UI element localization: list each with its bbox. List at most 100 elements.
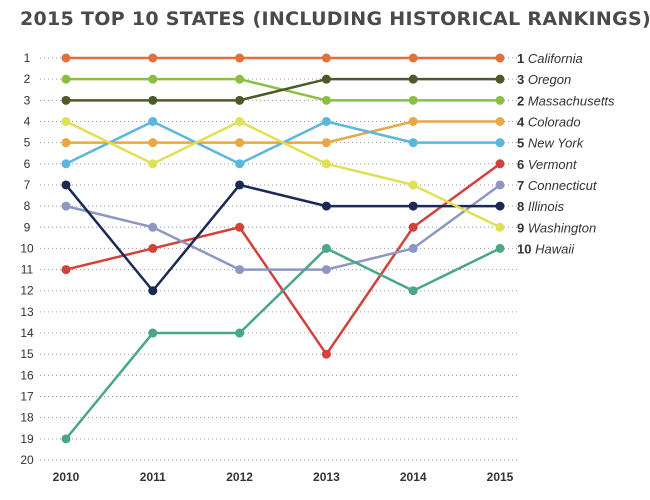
series-line: [65, 183, 500, 292]
data-point: [408, 243, 418, 253]
x-axis-ticks: 2010 2011 2012 2013 2014 2015: [53, 470, 514, 484]
legend-name: Hawaii: [535, 241, 575, 256]
legend-rank: 5: [517, 136, 528, 151]
series-illinois: [61, 180, 505, 296]
legend-entry: 4 Colorado: [517, 114, 581, 129]
legend-rank: 2: [517, 93, 528, 108]
data-point: [61, 116, 71, 126]
y-tick-label: 6: [24, 157, 31, 171]
data-point: [321, 74, 331, 84]
series-washington: [61, 116, 505, 232]
y-tick-label: 4: [24, 114, 31, 128]
legend-name: California: [528, 51, 583, 66]
data-point: [408, 95, 418, 105]
data-point: [148, 95, 158, 105]
y-tick-label: 5: [24, 136, 31, 150]
data-point: [321, 265, 331, 275]
data-point: [408, 222, 418, 232]
legend-name: New York: [528, 136, 585, 151]
data-point: [321, 138, 331, 148]
legend-name: Illinois: [528, 199, 565, 214]
legend-entry: 6 Vermont: [517, 157, 578, 172]
legend-rank: 1: [517, 51, 528, 66]
legend-entry: 10 Hawaii: [517, 241, 575, 256]
legend-name: Connecticut: [528, 178, 598, 193]
data-point: [61, 201, 71, 211]
data-point: [235, 138, 245, 148]
y-tick-label: 7: [24, 178, 31, 192]
data-point: [61, 180, 71, 190]
series-line: [65, 120, 501, 229]
series-line: [66, 77, 500, 102]
data-point: [235, 265, 245, 275]
data-point: [148, 328, 158, 338]
legend-rank: 6: [517, 157, 528, 172]
y-tick-label: 2: [24, 72, 31, 86]
legend-entry: 1 California: [517, 51, 583, 66]
data-point: [495, 138, 505, 148]
legend-entry: 9 Washington: [517, 220, 596, 235]
data-point: [61, 53, 71, 63]
series-connecticut: [61, 180, 505, 275]
legend-entry: 5 New York: [517, 136, 585, 151]
data-point: [235, 159, 245, 169]
legend-entry: 3 Oregon: [517, 72, 571, 87]
legend-rank: 8: [517, 199, 528, 214]
data-point: [148, 222, 158, 232]
x-tick-label: 2010: [53, 470, 80, 484]
y-tick-label: 15: [20, 347, 34, 361]
data-point: [321, 243, 331, 253]
y-tick-label: 18: [20, 411, 34, 425]
data-point: [408, 286, 418, 296]
data-point: [495, 53, 505, 63]
data-point: [495, 159, 505, 169]
data-point: [148, 138, 158, 148]
data-point: [321, 116, 331, 126]
y-tick-label: 13: [20, 305, 34, 319]
data-point: [61, 138, 71, 148]
y-tick-label: 14: [20, 326, 34, 340]
series-hawaii: [61, 243, 505, 444]
y-tick-label: 10: [20, 241, 34, 255]
data-point: [235, 53, 245, 63]
series-line: [65, 162, 501, 356]
x-tick-label: 2014: [400, 470, 427, 484]
data-point: [408, 180, 418, 190]
chart-title: 2015 TOP 10 STATES (INCLUDING HISTORICAL…: [20, 8, 650, 30]
data-point: [408, 116, 418, 126]
data-point: [61, 434, 71, 444]
data-point: [495, 116, 505, 126]
data-point: [495, 201, 505, 211]
y-tick-label: 12: [20, 284, 34, 298]
grid-lines: [40, 57, 520, 461]
legend-rank: 9: [517, 220, 528, 235]
legend-rank: 10: [517, 241, 535, 256]
y-tick-label: 9: [24, 220, 31, 234]
data-point: [148, 159, 158, 169]
legend-name: Oregon: [528, 72, 571, 87]
x-tick-label: 2012: [226, 470, 253, 484]
legend-entry: 2 Massachusetts: [517, 93, 615, 108]
data-point: [148, 243, 158, 253]
y-tick-label: 17: [20, 390, 34, 404]
legend-rank: 4: [517, 114, 528, 129]
data-point: [408, 53, 418, 63]
y-tick-label: 11: [21, 263, 34, 277]
legend-entry: 8 Illinois: [517, 199, 564, 214]
data-point: [495, 74, 505, 84]
data-point: [235, 328, 245, 338]
data-point: [495, 222, 505, 232]
data-point: [235, 180, 245, 190]
data-point: [321, 53, 331, 63]
x-tick-label: 2015: [487, 470, 514, 484]
legend-name: Colorado: [528, 114, 581, 129]
data-point: [321, 95, 331, 105]
data-point: [321, 159, 331, 169]
data-point: [61, 74, 71, 84]
data-point: [495, 243, 505, 253]
data-point: [61, 95, 71, 105]
data-point: [148, 116, 158, 126]
data-point: [148, 74, 158, 84]
y-tick-label: 8: [24, 199, 31, 213]
